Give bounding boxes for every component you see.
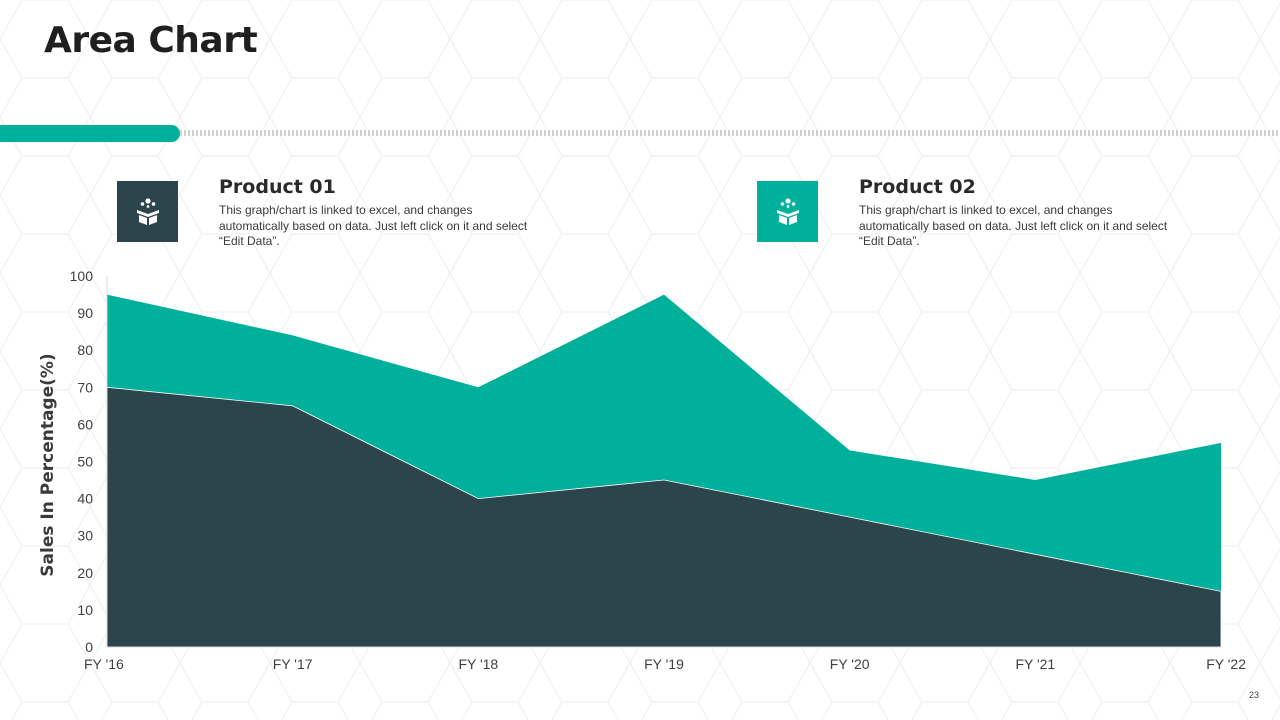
accent-bar: [0, 125, 180, 142]
x-tick-label: FY '17: [273, 656, 313, 672]
y-tick-label: 90: [77, 305, 93, 321]
y-tick-label: 100: [70, 268, 94, 284]
x-tick-label: FY '18: [458, 656, 498, 672]
y-tick-label: 70: [77, 379, 93, 395]
y-tick-label: 20: [77, 565, 93, 581]
y-tick-label: 30: [77, 528, 93, 544]
x-tick-label: FY '21: [1015, 656, 1055, 672]
legend-title-product-01: Product 01: [219, 176, 336, 198]
y-tick-label: 0: [85, 639, 93, 655]
legend-description-product-01: This graph/chart is linked to excel, and…: [219, 203, 528, 248]
legend-swatch-product-01: [117, 181, 178, 242]
legend-title-product-02: Product 02: [859, 176, 976, 198]
y-tick-label: 10: [77, 602, 93, 618]
gift-box-icon: [776, 197, 799, 225]
y-tick-label: 80: [77, 342, 93, 358]
x-tick-label: FY '20: [830, 656, 870, 672]
dotted-divider: [180, 130, 1280, 136]
x-tick-label: FY '16: [84, 656, 124, 672]
y-tick-label: 40: [77, 491, 93, 507]
y-tick-label: 50: [77, 454, 93, 470]
legend-description-product-02: This graph/chart is linked to excel, and…: [859, 203, 1168, 248]
gift-box-icon: [136, 197, 159, 225]
page-number: 23: [1248, 690, 1259, 700]
page-title: Area Chart: [44, 20, 258, 61]
legend-swatch-product-02: [757, 181, 818, 242]
area-series-product-01: [106, 386, 1222, 648]
x-tick-label: FY '22: [1206, 656, 1246, 672]
x-tick-label: FY '19: [644, 656, 684, 672]
y-tick-label: 60: [77, 416, 93, 432]
y-axis-label: Sales In Percentage(%): [38, 353, 58, 577]
